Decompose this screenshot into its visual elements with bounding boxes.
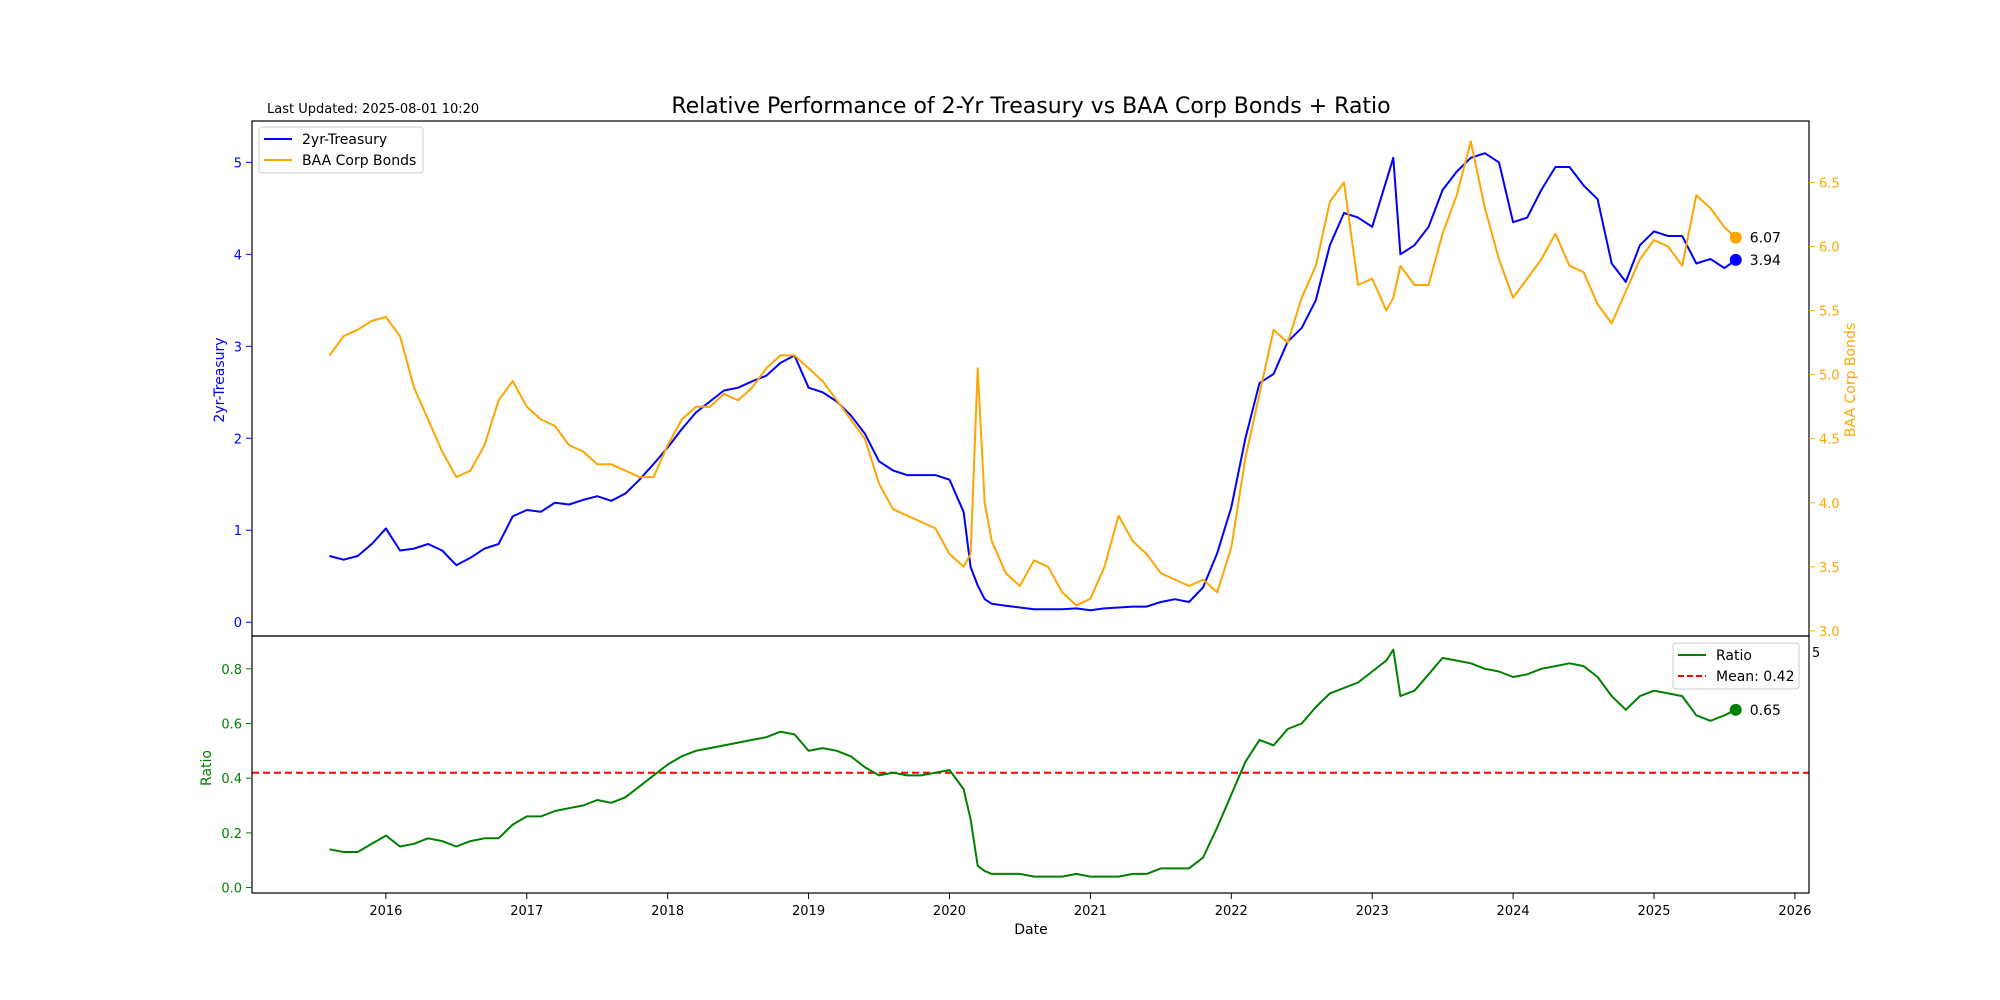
x-axis-label: Date	[1014, 922, 1047, 938]
bottom-panel: 0.65 0.0 0.2 0.4 0.6 0.8 2016 2017 2018 2019 202…	[199, 635, 1820, 938]
baa-tick-label: 5.0	[1819, 369, 1840, 384]
ratio-tick-label: 0.0	[221, 882, 242, 897]
ratio-tick-label: 0.4	[221, 772, 242, 787]
x-tick-label: 2016	[369, 904, 402, 919]
baa-end-marker	[1729, 231, 1742, 244]
top-right-axis: 3.0 3.5 4.0 4.5 5.0 5.5 6.0 6.5	[1809, 176, 1840, 640]
treasury-end-value: 3.94	[1750, 253, 1781, 269]
top-panel: 3.94 6.07 0 1 2 3 4 5 3.0 3.5 4.0 4.5 5.0 5.5 6.0 6.5…	[212, 120, 1859, 640]
x-tick-label: 2026	[1778, 904, 1811, 919]
ratio-tick-label: 0.6	[221, 717, 242, 732]
treasury-tick-label: 3	[234, 340, 242, 355]
baa-axis-label: BAA Corp Bonds	[1843, 323, 1859, 437]
x-tick-label: 2023	[1356, 904, 1389, 919]
x-tick-label: 2024	[1497, 904, 1530, 919]
x-tick-label: 2025	[1637, 904, 1670, 919]
ratio-legend-label: Ratio	[1716, 648, 1752, 664]
bottom-left-axis: 0.0 0.2 0.4 0.6 0.8	[221, 663, 252, 897]
chart-title: Relative Performance of 2-Yr Treasury vs…	[671, 94, 1390, 119]
bottom-series-lines	[252, 648, 1809, 878]
bottom-end-markers: 0.65	[1729, 703, 1781, 719]
ratio-end-marker	[1729, 703, 1742, 716]
baa-end-value: 6.07	[1750, 231, 1781, 247]
x-tick-label: 2018	[651, 904, 684, 919]
x-tick-label: 2022	[1215, 904, 1248, 919]
treasury-tick-label: 0	[234, 616, 242, 631]
x-tick-label: 2017	[510, 904, 543, 919]
x-tick-label: 2020	[933, 904, 966, 919]
treasury-line	[329, 152, 1737, 612]
ratio-end-value: 0.65	[1750, 703, 1781, 719]
top-legend-box	[258, 126, 424, 174]
ratio-axis-label: Ratio	[199, 750, 215, 786]
treasury-tick-label: 4	[234, 248, 242, 263]
baa-tick-label: 4.5	[1819, 433, 1840, 448]
treasury-tick-label: 5	[234, 156, 242, 171]
top-end-markers: 3.94 6.07	[1729, 231, 1781, 269]
treasury-tick-label: 1	[234, 524, 242, 539]
baa-tick-label: 6.0	[1819, 241, 1840, 256]
stray-tick-fragment: 5	[1812, 646, 1820, 661]
baa-tick-label: 4.0	[1819, 497, 1840, 512]
x-axis: 2016 2017 2018 2019 2020 2021 2022 2023 2024 2025…	[369, 893, 1811, 919]
ratio-tick-label: 0.8	[221, 663, 242, 678]
baa-legend-label: BAA Corp Bonds	[302, 153, 416, 169]
bottom-plot-frame	[251, 635, 1810, 894]
treasury-end-marker	[1729, 253, 1742, 266]
baa-tick-label: 3.0	[1819, 625, 1840, 640]
top-legend: 2yr-Treasury BAA Corp Bonds	[258, 126, 424, 174]
baa-tick-label: 5.5	[1819, 305, 1840, 320]
x-tick-label: 2019	[792, 904, 825, 919]
treasury-axis-label: 2yr-Treasury	[212, 337, 228, 422]
treasury-tick-label: 2	[234, 432, 242, 447]
top-series-lines	[328, 140, 1737, 612]
baa-tick-label: 3.5	[1819, 561, 1840, 576]
treasury-legend-label: 2yr-Treasury	[302, 132, 387, 148]
ratio-line	[329, 648, 1737, 878]
mean-legend-label: Mean: 0.42	[1716, 669, 1794, 685]
last-updated-label: Last Updated: 2025-08-01 10:20	[267, 102, 479, 117]
ratio-tick-label: 0.2	[221, 827, 242, 842]
x-tick-label: 2021	[1074, 904, 1107, 919]
baa-tick-label: 6.5	[1819, 176, 1840, 191]
top-plot-frame	[251, 120, 1810, 637]
top-left-axis: 0 1 2 3 4 5	[234, 156, 252, 631]
bottom-legend: Ratio Mean: 0.42	[1672, 642, 1800, 690]
baa-line	[328, 140, 1737, 607]
